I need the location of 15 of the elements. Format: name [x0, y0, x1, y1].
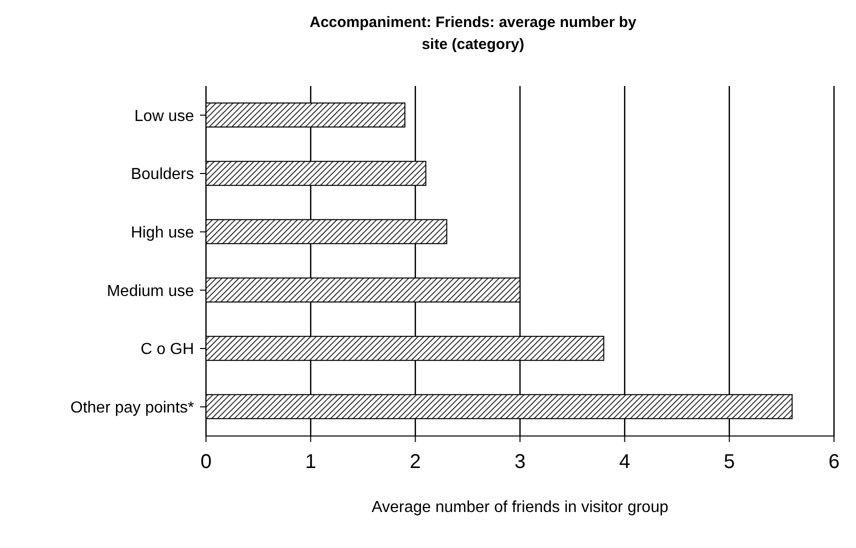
y-tick-label: Other pay points* [70, 400, 194, 417]
y-tick-label: Medium use [106, 282, 194, 300]
y-tick-label: Boulders [130, 166, 194, 184]
x-tick-label: 2 [410, 451, 421, 474]
y-tick-label: C o GH [140, 341, 194, 358]
x-tick-label: 0 [200, 451, 212, 474]
x-tick-label: 5 [724, 451, 735, 474]
chart-title: Accompaniment: Friends: average number by site (category) [308, 13, 638, 55]
x-tick-label: 4 [619, 451, 630, 474]
x-tick-label: 6 [828, 451, 840, 474]
x-tick-label: 1 [305, 451, 316, 474]
y-tick-label: High use [130, 224, 194, 242]
x-axis-title: Average number of friends in visitor group [372, 499, 668, 516]
x-tick-label: 3 [514, 451, 526, 474]
y-tick-label: Low use [134, 108, 194, 125]
